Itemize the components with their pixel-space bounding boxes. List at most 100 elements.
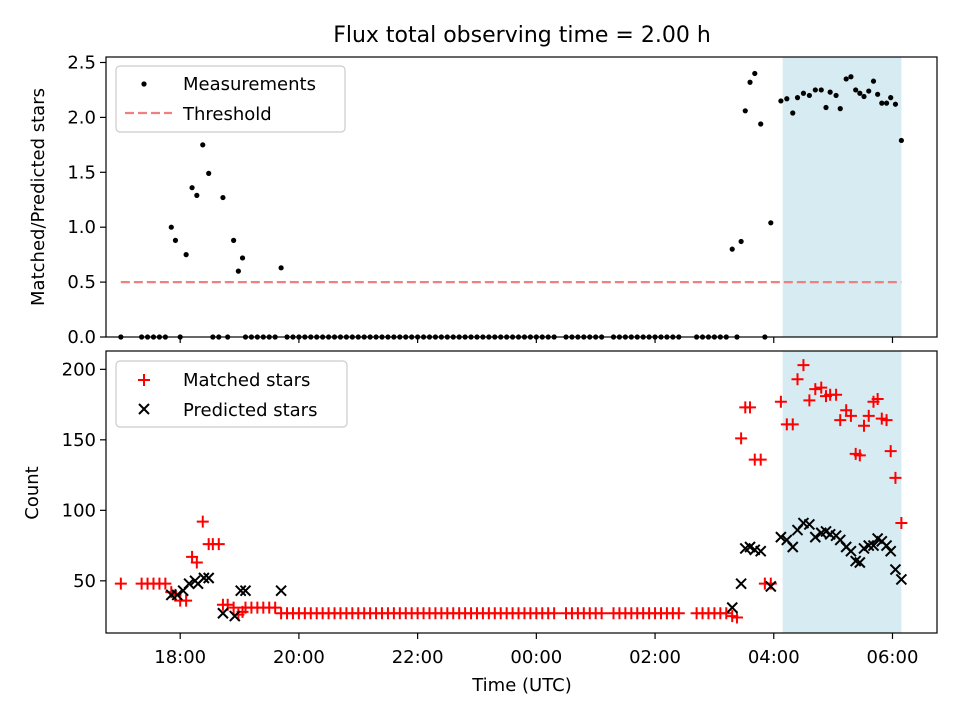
y-tick-label: 2.0 [67,107,96,128]
matched-star-point [857,419,870,432]
legend-label-measurements: Measurements [183,74,316,95]
predicted-star-point [809,531,822,543]
matched-star-point [735,432,748,445]
matched-star-point [548,607,561,620]
predicted-star-point [889,563,902,576]
y-tick-label: 1.0 [67,217,96,238]
measurement-point [857,90,863,96]
measurement-point [752,70,758,77]
predicted-star-point [845,545,857,557]
measurement-point [883,100,890,106]
x-tick-label: 00:00 [510,647,562,668]
legend-marker-matched [138,374,150,386]
matched-star-point [212,538,225,551]
y-tick-label: 50 [73,571,96,592]
measurement-point [892,101,899,107]
predicted-star-point [183,577,195,590]
measurement-point [866,88,872,94]
x-axis-label: Time (UTC) [471,675,572,696]
chart-title: Flux total observing time = 2.00 h [333,23,711,48]
measurement-point [833,92,839,99]
x-tick-label: 02:00 [629,647,681,668]
predicted-star-point [884,545,897,557]
measurement-point [729,246,735,252]
legend: Measurements Threshold [115,65,346,133]
matched-star-point [196,515,209,528]
measurement-point [827,89,833,95]
predicted-star-point [854,556,866,569]
predicted-star-point [217,607,229,619]
measurement-point [220,194,226,201]
measurement-point [206,170,212,176]
predicted-star-point [198,572,210,584]
legend-label-threshold: Threshold [182,104,272,125]
measurement-point [790,110,796,116]
predicted-star-point [229,610,241,622]
matched-star-point [227,601,240,614]
measurement-point [768,220,774,226]
predicted-star-point [880,539,893,552]
measurement-point [168,224,174,230]
matched-star-point [159,577,172,590]
x-tick-label: 06:00 [867,647,919,668]
measurement-point [235,268,241,274]
legend-marker-predicted [138,403,150,415]
predicted-star-point [755,545,767,557]
predicted-star-point [726,601,738,614]
matched-star-point [844,409,857,422]
matched-star-point [834,414,847,427]
matched-star-point [853,449,866,462]
matched-star-point [786,418,799,431]
measurement-point [742,108,748,114]
y-axis-ticks: 0.0 0.5 1.0 1.5 2.0 2.5 [67,52,106,348]
measurement-point [794,95,801,101]
matched-star-point [889,471,902,484]
x-tick-label: 04:00 [748,647,800,668]
highlight-span [782,57,902,337]
measurement-point [200,142,206,148]
plot-frame [105,350,938,634]
predicted-star-point [171,589,183,601]
predicted-star-point [735,577,747,590]
highlight-span [782,351,902,633]
predicted-star-point [803,518,816,531]
measurement-point [239,255,246,261]
matched-star-point [180,594,193,607]
matched-star-point [880,414,893,427]
matched-star-point [815,381,828,394]
matched-star-point [720,607,733,620]
measurement-point [784,96,790,102]
matched-star-point [791,373,804,386]
y-tick-label: 100 [62,500,96,521]
matched-star-point [114,577,127,590]
measurement-point [800,90,807,96]
measurement-point [837,106,843,112]
measurement-point [898,137,904,144]
measurement-point [818,87,824,93]
measurement-point [189,185,195,191]
y-tick-label: 150 [62,430,96,451]
y-tick-label: 0.5 [67,272,96,293]
x-tick-label: 22:00 [392,647,444,668]
y-tick-label: 200 [62,359,96,380]
y-axis-ticks: 50 100 150 200 [62,359,106,592]
predicted-star-point [765,580,777,593]
measurement-point [870,78,877,84]
measurement-point [812,87,818,93]
x-tick-label: 20:00 [273,647,325,668]
measurement-point [758,121,764,127]
measurement-point [843,76,849,82]
y-axis-label: Count [22,466,43,519]
measurement-point [183,252,189,258]
measurement-point [806,92,812,99]
matched-star-point [672,607,685,620]
matched-star-point [871,392,884,405]
ratio-panel: Flux total observing time = 2.00 h 0.00.… [28,23,938,348]
legend-marker-measurements [141,81,147,87]
predicted-star-point [235,584,247,597]
y-tick-label: 2.5 [67,52,96,73]
measurement-point [278,265,284,271]
predicted-star-point [202,572,215,584]
predicted-star-point [895,573,908,586]
